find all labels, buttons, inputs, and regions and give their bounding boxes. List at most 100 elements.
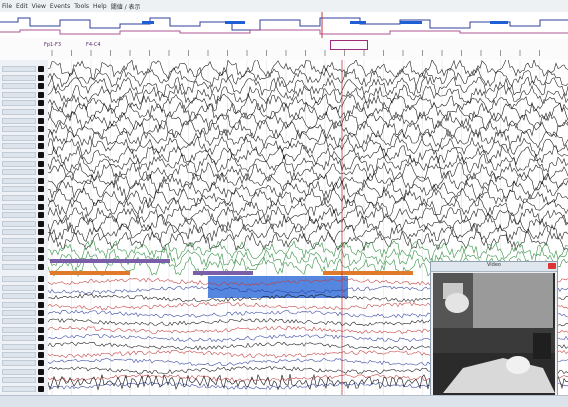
channel-label[interactable] (2, 212, 36, 219)
channel-label[interactable] (2, 238, 36, 244)
channel-toggle[interactable] (38, 220, 44, 227)
channel-toggle[interactable] (38, 66, 44, 72)
channel-label[interactable] (2, 117, 36, 124)
channel-label[interactable] (2, 326, 36, 333)
channel-toggle[interactable] (38, 134, 44, 141)
eeg-trace (47, 153, 568, 175)
channel-label[interactable] (2, 91, 36, 98)
channel-toggle[interactable] (38, 117, 44, 124)
channel-label[interactable] (2, 246, 36, 253)
channel-label[interactable] (2, 126, 36, 133)
menu-edit[interactable]: Edit (16, 2, 28, 10)
channel-label[interactable] (2, 134, 36, 141)
channel-toggle[interactable] (38, 203, 44, 210)
channel-label[interactable] (2, 177, 36, 184)
channel-toggle[interactable] (38, 385, 44, 392)
channel-toggle[interactable] (38, 74, 44, 81)
channel-label[interactable] (2, 310, 36, 316)
channel-label[interactable] (2, 377, 36, 384)
channel-label[interactable] (2, 152, 36, 158)
channel-toggle[interactable] (38, 83, 44, 90)
channel-toggle[interactable] (38, 293, 44, 300)
menu-events[interactable]: Events (49, 2, 71, 10)
channel-label[interactable] (2, 229, 36, 236)
channel-label[interactable] (2, 318, 36, 325)
video-panel[interactable]: Video (430, 261, 558, 396)
event-marker[interactable] (50, 259, 170, 263)
channel-toggle[interactable] (38, 152, 44, 158)
channel-toggle[interactable] (38, 177, 44, 184)
channel-toggle[interactable] (38, 326, 44, 333)
menu-help[interactable]: Help (93, 2, 107, 10)
channel-toggle[interactable] (38, 310, 44, 316)
menu-file[interactable]: File (2, 2, 13, 10)
channel-toggle[interactable] (38, 169, 44, 176)
channel-label[interactable] (2, 360, 36, 367)
channel-label[interactable] (2, 195, 36, 201)
channel-label[interactable] (2, 343, 36, 350)
channel-toggle[interactable] (38, 126, 44, 133)
channel-toggle[interactable] (38, 195, 44, 201)
menu-view[interactable]: View (31, 2, 46, 10)
channel-toggle[interactable] (38, 91, 44, 98)
channel-toggle[interactable] (38, 276, 44, 283)
channel-label[interactable] (2, 368, 36, 375)
channel-toggle[interactable] (38, 377, 44, 384)
channel-label[interactable] (2, 169, 36, 176)
menu-tools[interactable]: Tools (74, 2, 90, 10)
channel-label[interactable] (2, 255, 36, 262)
channel-toggle[interactable] (38, 301, 44, 308)
channel-toggle[interactable] (38, 318, 44, 325)
hypnogram-overview[interactable] (0, 12, 568, 39)
channel-label[interactable] (2, 203, 36, 210)
channel-label[interactable] (2, 220, 36, 227)
channel-label[interactable] (2, 66, 36, 72)
channel-toggle[interactable] (38, 186, 44, 193)
video-frame-svg (433, 273, 555, 395)
channel-toggle[interactable] (38, 343, 44, 350)
channel-label[interactable] (2, 263, 36, 270)
timeline-selection-box[interactable] (330, 40, 368, 50)
eeg-trace (47, 84, 568, 105)
channel-label[interactable] (2, 143, 36, 150)
emg-burst (208, 276, 348, 298)
channel-toggle[interactable] (38, 360, 44, 367)
channel-toggle[interactable] (38, 246, 44, 253)
channel-toggle[interactable] (38, 255, 44, 262)
channel-label[interactable] (2, 284, 36, 291)
channel-toggle[interactable] (38, 109, 44, 115)
channel-toggle[interactable] (38, 238, 44, 244)
channel-label[interactable] (2, 160, 36, 167)
channel-label[interactable] (2, 100, 36, 107)
channel-toggle[interactable] (38, 143, 44, 150)
time-ruler[interactable]: Fp1-F3 F4-C4 (0, 38, 568, 61)
event-marker[interactable] (323, 271, 413, 275)
channel-toggle[interactable] (38, 352, 44, 358)
channel-toggle[interactable] (38, 160, 44, 167)
channel-toggle[interactable] (38, 229, 44, 236)
channel-toggle[interactable] (38, 212, 44, 219)
channel-label[interactable] (2, 186, 36, 193)
hypnogram-trace (0, 17, 568, 31)
menu-threshold[interactable]: 閾値 / 表示 (110, 3, 141, 11)
eeg-trace (47, 127, 568, 149)
channel-toggle[interactable] (38, 368, 44, 375)
channel-label[interactable] (2, 74, 36, 81)
channel-label[interactable] (2, 335, 36, 342)
event-marker[interactable] (193, 271, 253, 275)
channel-label[interactable] (2, 109, 36, 115)
channel-label[interactable] (2, 276, 36, 283)
channel-toggle[interactable] (38, 335, 44, 342)
close-icon[interactable] (548, 263, 556, 269)
channel-label[interactable] (2, 385, 36, 392)
channel-toggle[interactable] (38, 284, 44, 291)
channel-toggle[interactable] (38, 100, 44, 107)
event-marker[interactable] (50, 271, 130, 275)
channel-label[interactable] (2, 293, 36, 300)
eeg-trace (47, 135, 568, 158)
channel-label[interactable] (2, 301, 36, 308)
channel-toggle[interactable] (38, 263, 44, 270)
channel-label[interactable] (2, 83, 36, 90)
channel-label[interactable] (2, 352, 36, 358)
timeline-ticks (51, 50, 540, 56)
